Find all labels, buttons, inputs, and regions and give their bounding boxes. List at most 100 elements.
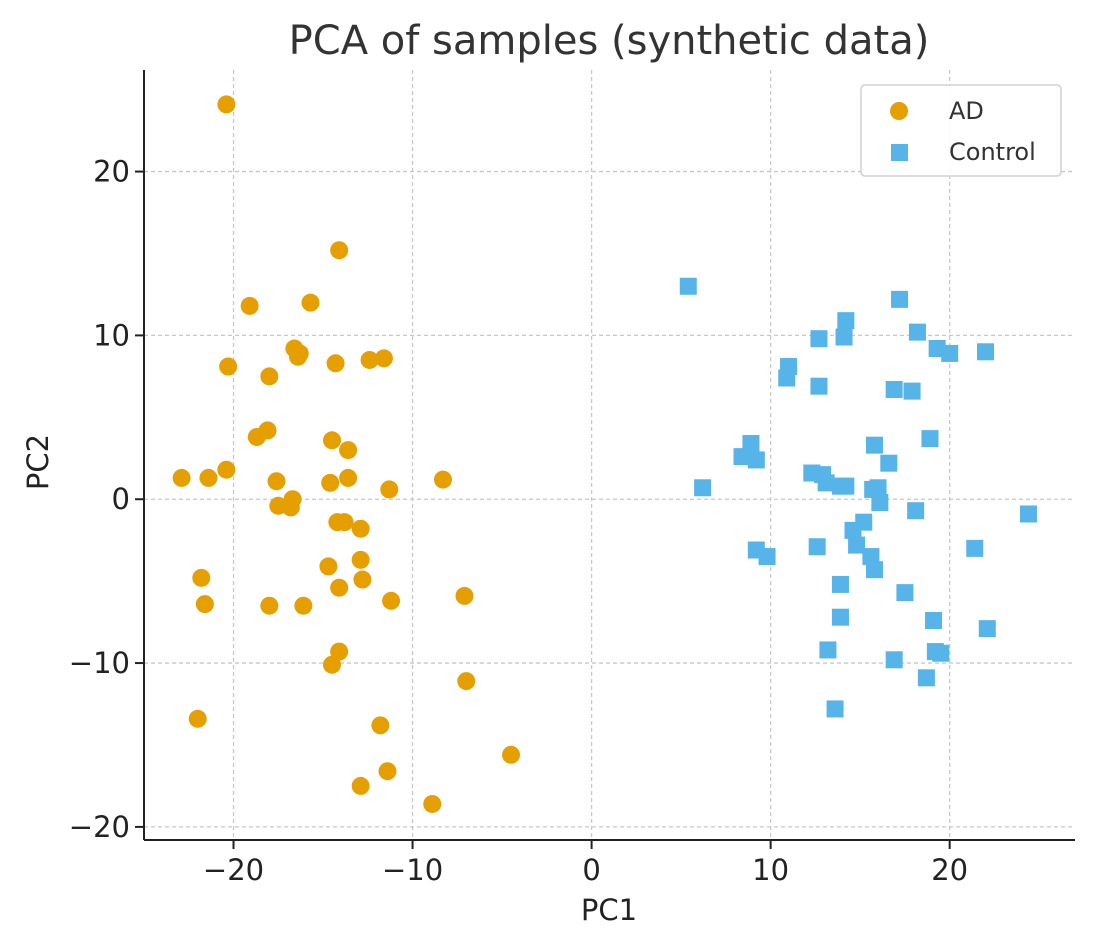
data-point-control bbox=[778, 369, 796, 387]
data-point-ad bbox=[351, 776, 370, 795]
data-point-control bbox=[976, 343, 994, 361]
y-tick-label: 20 bbox=[93, 155, 130, 189]
data-point-control bbox=[831, 608, 849, 626]
data-point-control bbox=[941, 344, 959, 362]
data-point-ad bbox=[339, 468, 358, 487]
data-point-control bbox=[917, 669, 935, 687]
x-axis-label: PC1 bbox=[581, 893, 637, 927]
data-point-ad bbox=[326, 354, 345, 373]
data-point-ad bbox=[380, 480, 399, 499]
data-point-control bbox=[837, 312, 855, 330]
axes-layer bbox=[143, 70, 1075, 841]
data-point-control bbox=[747, 451, 765, 469]
x-tick-label: 0 bbox=[582, 853, 600, 887]
data-point-ad bbox=[321, 473, 340, 492]
data-point-ad bbox=[247, 427, 266, 446]
y-tick-label: 0 bbox=[112, 482, 130, 516]
data-point-ad bbox=[339, 441, 358, 460]
data-point-control bbox=[885, 651, 903, 669]
data-point-ad bbox=[330, 241, 349, 260]
data-point-control bbox=[808, 538, 826, 556]
data-point-ad bbox=[322, 655, 341, 674]
data-point-ad bbox=[502, 745, 521, 764]
y-tick-label: −20 bbox=[69, 810, 130, 844]
data-point-control bbox=[925, 611, 943, 629]
data-point-ad bbox=[378, 762, 397, 781]
data-point-control bbox=[817, 474, 835, 492]
data-point-control bbox=[758, 548, 776, 566]
data-point-ad bbox=[217, 95, 236, 114]
data-point-ad bbox=[351, 550, 370, 569]
data-point-control bbox=[865, 561, 883, 579]
data-point-control bbox=[819, 641, 837, 659]
data-point-ad bbox=[199, 468, 218, 487]
chart-title: PCA of samples (synthetic data) bbox=[289, 18, 930, 64]
data-point-ad bbox=[260, 596, 279, 615]
legend-label-ad: AD bbox=[949, 97, 984, 125]
data-point-control bbox=[810, 330, 828, 348]
data-point-control bbox=[907, 502, 925, 520]
data-point-control bbox=[932, 644, 950, 662]
data-point-ad bbox=[240, 296, 259, 315]
data-point-control bbox=[862, 548, 880, 566]
data-point-control bbox=[885, 380, 903, 398]
legend-label-control: Control bbox=[949, 138, 1036, 166]
data-point-ad bbox=[335, 513, 354, 532]
data-point-ad bbox=[423, 794, 442, 813]
legend-box bbox=[860, 84, 1062, 177]
data-point-ad bbox=[217, 460, 236, 479]
data-point-ad bbox=[457, 672, 476, 691]
data-point-ad bbox=[192, 568, 211, 587]
y-tick-label: 10 bbox=[93, 318, 130, 352]
data-point-control bbox=[826, 700, 844, 718]
data-point-control bbox=[908, 323, 926, 341]
data-point-ad bbox=[319, 557, 338, 576]
data-point-ad bbox=[172, 468, 191, 487]
legend-marker-ad bbox=[890, 102, 908, 120]
x-tick-label: −20 bbox=[203, 853, 264, 887]
points-layer bbox=[172, 95, 1037, 813]
x-tick-label: 10 bbox=[752, 853, 789, 887]
data-point-ad bbox=[260, 367, 279, 386]
data-point-ad bbox=[267, 472, 286, 491]
data-point-ad bbox=[195, 595, 214, 614]
data-point-ad bbox=[382, 591, 401, 610]
data-point-ad bbox=[322, 431, 341, 450]
data-point-ad bbox=[353, 570, 372, 589]
data-point-control bbox=[694, 479, 712, 497]
data-point-control bbox=[742, 435, 760, 453]
ticks-layer: −20 −10 0 10 20 −20 −10 0 10 20 bbox=[69, 155, 968, 887]
x-tick-label: −10 bbox=[382, 853, 443, 887]
data-point-control bbox=[891, 290, 909, 308]
data-point-control bbox=[810, 377, 828, 395]
data-point-control bbox=[865, 436, 883, 454]
data-point-control bbox=[880, 454, 898, 472]
data-point-control bbox=[831, 575, 849, 593]
legend-marker-control bbox=[891, 144, 908, 161]
data-point-control bbox=[848, 536, 866, 554]
data-point-control bbox=[871, 494, 889, 512]
data-point-control bbox=[921, 430, 939, 448]
grid-layer bbox=[144, 70, 1075, 840]
data-point-control bbox=[966, 539, 984, 557]
y-axis-label: PC2 bbox=[21, 434, 55, 490]
data-point-control bbox=[896, 584, 914, 602]
x-tick-label: 20 bbox=[931, 853, 968, 887]
data-point-ad bbox=[301, 293, 320, 312]
y-tick-label: −10 bbox=[69, 646, 130, 680]
data-point-ad bbox=[188, 709, 207, 728]
data-point-ad bbox=[330, 578, 349, 597]
data-point-ad bbox=[433, 470, 452, 489]
data-point-ad bbox=[219, 357, 238, 376]
data-point-control bbox=[733, 448, 751, 466]
data-point-ad bbox=[294, 596, 313, 615]
data-point-ad bbox=[330, 642, 349, 661]
data-point-ad bbox=[371, 716, 390, 735]
data-point-control bbox=[855, 513, 873, 531]
data-point-control bbox=[869, 479, 887, 497]
legend: AD Control bbox=[860, 84, 1062, 177]
data-point-ad bbox=[360, 350, 379, 369]
data-point-control bbox=[837, 477, 855, 495]
